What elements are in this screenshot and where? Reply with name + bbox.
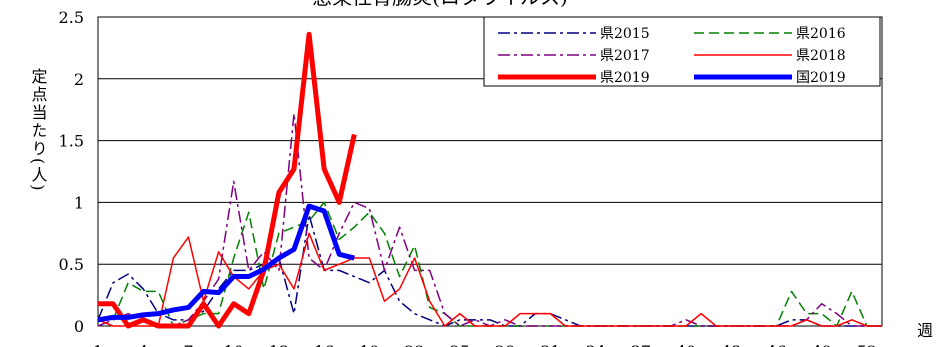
x-tick-label: 40: [676, 342, 696, 347]
x-tick-label: 43: [721, 342, 741, 347]
chart-title: 感染性胃腸炎(ロタウイルス): [312, 0, 568, 9]
x-axis-label: 週: [917, 321, 933, 340]
x-axis-ticks: 1 4 7 10 13 16 19 22 25 28 31 34 37 40 43 46 49 52: [93, 342, 877, 347]
x-tick-label: 22: [404, 342, 424, 347]
legend-label: 国2019: [796, 70, 846, 86]
x-tick-label: 10: [224, 342, 244, 347]
x-tick-label: 49: [812, 342, 832, 347]
x-tick-label: 4: [138, 342, 148, 347]
y-tick-label: 0.5: [59, 255, 84, 274]
y-axis-label: 定点当たり(人): [29, 68, 48, 192]
x-tick-label: 1: [93, 342, 103, 347]
series-line: [98, 31, 357, 329]
x-tick-label: 25: [450, 342, 470, 347]
legend-label: 県2018: [796, 48, 846, 64]
legend-label: 県2015: [600, 26, 650, 42]
legend-label: 県2019: [600, 70, 650, 86]
x-tick-label: 7: [183, 342, 193, 347]
x-tick-label: 28: [495, 342, 515, 347]
x-tick-label: 16: [314, 342, 334, 347]
x-tick-label: 19: [359, 342, 379, 347]
y-axis-ticks: 0 0.5 1 1.5 2 2.5: [59, 8, 84, 336]
legend-items: 県2015 県2016 県2017 県2018 県2019 国2019: [498, 26, 846, 86]
x-tick-label: 37: [631, 342, 651, 347]
x-tick-label: 34: [585, 342, 605, 347]
x-tick-label: 52: [857, 342, 877, 347]
legend-label: 県2016: [796, 26, 846, 42]
y-tick-label: 1.5: [59, 132, 84, 151]
y-tick-label: 2.5: [59, 8, 84, 27]
series-line: [97, 214, 882, 327]
series-line: [97, 232, 882, 327]
y-tick-label: 1: [74, 193, 84, 212]
y-tick-label: 2: [74, 70, 84, 89]
y-tick-label: 0: [74, 317, 84, 336]
x-tick-label: 31: [540, 342, 560, 347]
legend: 県2015 県2016 県2017 県2018 県2019 国2019: [483, 16, 881, 87]
x-tick-label: 46: [766, 342, 786, 347]
legend-label: 県2017: [600, 48, 650, 64]
series-line: [97, 203, 355, 323]
x-tick-label: 13: [269, 342, 289, 347]
series-lines: [97, 31, 882, 329]
